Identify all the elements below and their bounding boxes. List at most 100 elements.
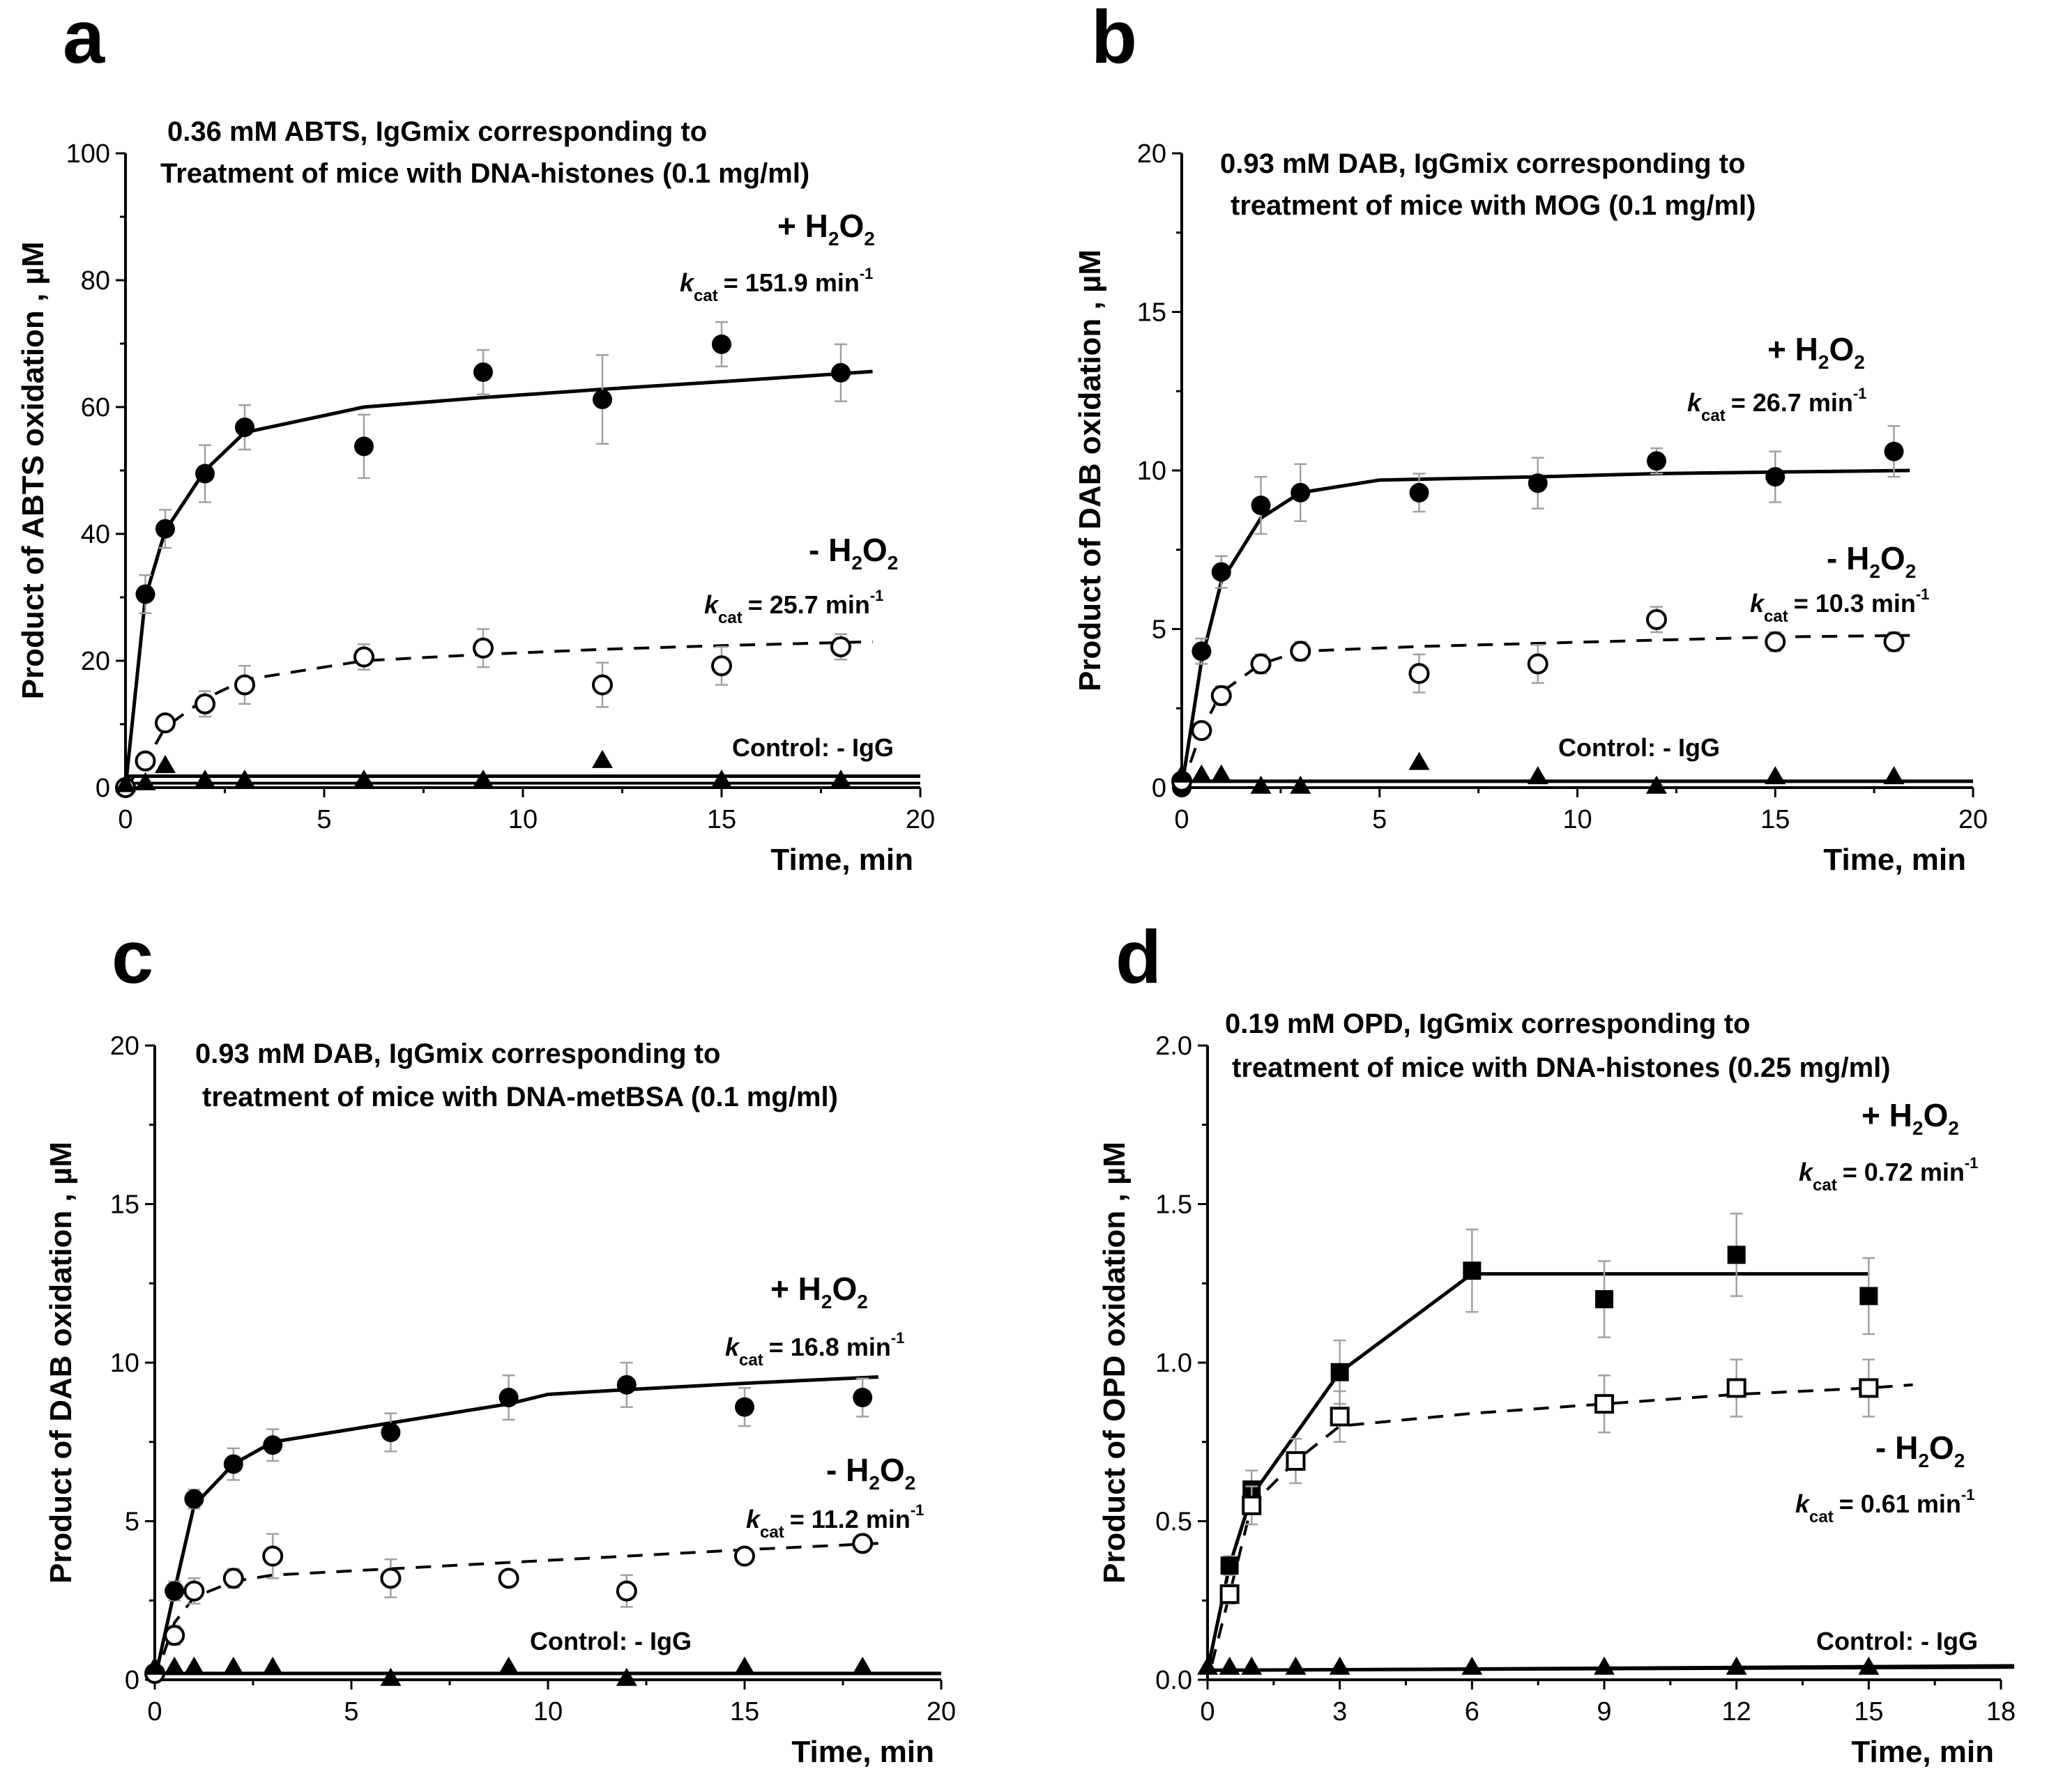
data-point [711,655,732,677]
x-axis-label: Time, min [791,1735,934,1769]
chart-title-line: treatment of mice with MOG (0.1 mg/ml) [1231,190,1756,221]
minus-kcat-label: kcat = 10.3 min-1 [1750,585,1929,626]
data-point [1883,631,1905,652]
data-point [831,362,851,383]
y-tick-label: 5 [1152,615,1166,645]
data-point [135,750,156,772]
plus-h2o2-label: + H2O2 [770,1271,868,1312]
data-point [1646,775,1667,794]
data-point [616,1580,637,1602]
data-point [1527,766,1548,785]
plus-kcat-label: kcat = 16.8 min-1 [725,1329,904,1370]
data-point [1290,775,1311,794]
y-tick-label: 20 [110,1032,139,1061]
data-point [223,1454,243,1474]
data-point [381,1423,401,1443]
data-point [222,1568,244,1589]
x-tick-label: 15 [1854,1697,1883,1726]
data-point [1595,1290,1613,1308]
y-tick-label: 10 [110,1349,139,1378]
data-point [1291,482,1311,503]
data-point [1220,1556,1239,1575]
panel-letter-a: a [63,0,105,79]
y-tick-label: 0 [1152,774,1166,803]
control-label: Control: - IgG [1816,1627,1978,1655]
data-point [1765,766,1786,785]
x-tick-label: 18 [1986,1697,2016,1726]
data-point [144,1656,165,1675]
data-point [1727,1246,1746,1264]
x-tick-label: 0 [1200,1697,1215,1726]
x-tick-label: 10 [533,1697,563,1726]
x-tick-label: 20 [1958,805,1988,834]
y-axis-label: Product of DAB oxidation , µM [1073,250,1107,691]
data-point [164,1625,185,1646]
x-tick-label: 10 [508,805,538,834]
x-axis-label: Time, min [1823,843,1966,877]
data-point [734,1545,755,1567]
data-point [1191,764,1212,783]
x-tick-label: 0 [147,1697,162,1726]
data-point [1408,663,1430,684]
y-tick-label: 1.5 [1155,1190,1192,1220]
data-point [592,749,613,768]
data-point [1171,764,1192,783]
data-point [1858,1656,1880,1675]
control-label: Control: - IgG [530,1627,692,1655]
y-tick-label: 10 [1137,457,1166,486]
data-point [1211,562,1231,582]
x-axis-label: Time, min [1851,1735,1994,1769]
x-tick-label: 15 [1760,805,1790,834]
data-point [616,1667,637,1686]
chart-title-line: treatment of mice with DNA-histones (0.2… [1232,1052,1891,1083]
data-point [263,1435,283,1455]
y-tick-label: 20 [1137,139,1166,169]
data-point [1192,641,1212,661]
y-tick-label: 80 [81,266,110,296]
data-point [853,1388,873,1408]
x-tick-label: 15 [707,805,736,834]
data-point [183,1580,205,1602]
data-point [1408,751,1430,770]
fit-line [1210,1383,1913,1664]
x-tick-label: 10 [1562,805,1592,834]
plus-h2o2-label: + H2O2 [777,208,875,250]
data-point [734,1656,755,1675]
y-axis-label: Product of ABTS oxidation , µM [16,242,50,700]
x-tick-label: 0 [118,805,132,834]
data-point [735,1397,754,1417]
data-point [712,334,731,354]
y-tick-label: 2.0 [1155,1032,1192,1061]
y-tick-label: 60 [81,393,110,422]
y-tick-label: 0.0 [1155,1666,1192,1695]
panel-letter-c: c [112,914,153,999]
x-tick-label: 12 [1722,1697,1751,1726]
data-point [1409,482,1429,503]
y-tick-label: 0 [96,774,110,803]
minus-h2o2-label: - H2O2 [1827,540,1916,582]
data-point [155,712,176,734]
plus-kcat-label: kcat = 0.72 min-1 [1799,1154,1978,1195]
plus-h2o2-label: + H2O2 [1862,1097,1959,1139]
data-point [262,1545,284,1567]
minus-kcat-label: kcat = 11.2 min-1 [746,1501,924,1542]
chart-title-line: 0.36 mM ABTS, IgGmix corresponding to [167,116,707,147]
x-tick-label: 20 [927,1697,956,1726]
data-point [262,1656,284,1675]
data-point [195,769,215,788]
x-tick-label: 6 [1465,1697,1479,1726]
control-label: Control: - IgG [1558,733,1720,762]
data-point [234,674,255,696]
data-point [1859,1287,1878,1305]
data-point [473,769,494,788]
data-point [1197,1656,1218,1675]
data-point [380,1568,402,1589]
y-tick-label: 15 [110,1190,139,1220]
data-point [1527,653,1548,675]
data-point [1285,1656,1307,1675]
data-point [852,1656,874,1675]
data-point [1191,720,1212,742]
data-point [1329,1656,1350,1675]
data-point [155,755,176,774]
data-point [1330,1363,1349,1381]
